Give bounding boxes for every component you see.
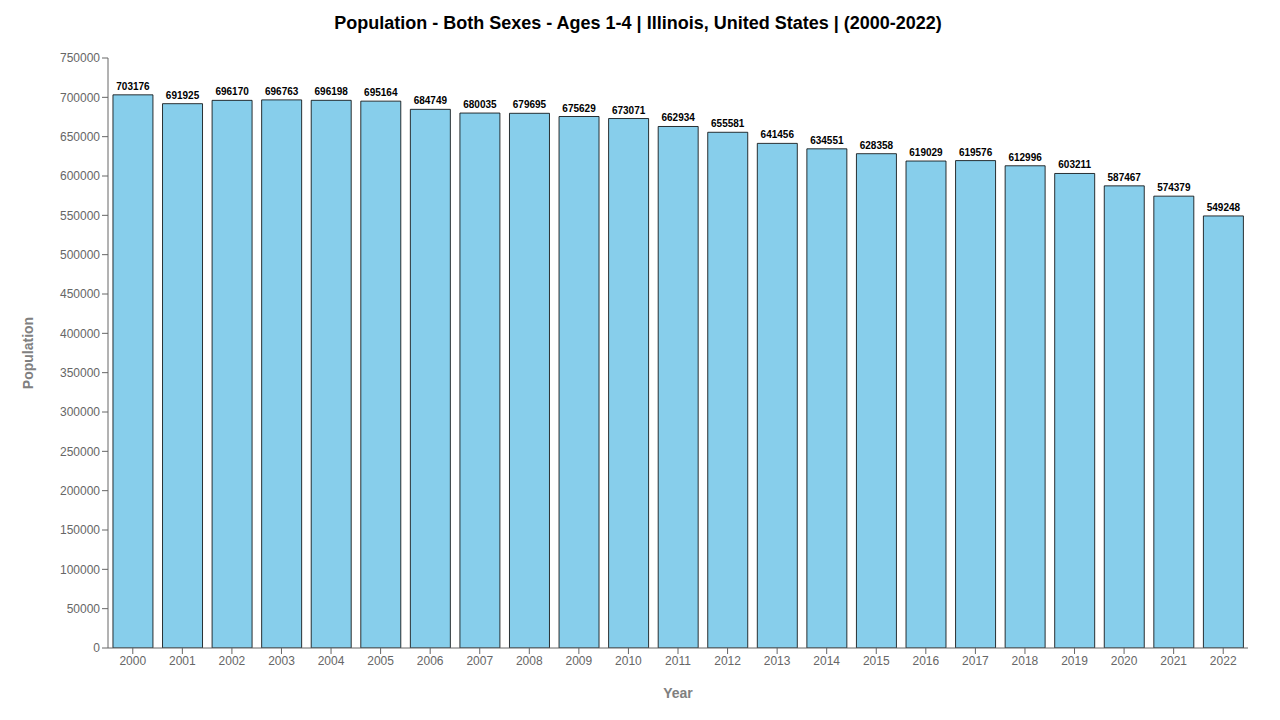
svg-text:574379: 574379 (1157, 182, 1191, 193)
svg-text:634551: 634551 (810, 135, 844, 146)
svg-text:0: 0 (93, 641, 100, 655)
svg-text:2008: 2008 (516, 654, 543, 668)
svg-text:400000: 400000 (60, 327, 100, 341)
svg-text:2005: 2005 (367, 654, 394, 668)
svg-text:2019: 2019 (1061, 654, 1088, 668)
svg-text:2018: 2018 (1012, 654, 1039, 668)
svg-text:696763: 696763 (265, 86, 299, 97)
svg-text:450000: 450000 (60, 287, 100, 301)
svg-text:2011: 2011 (665, 654, 691, 668)
svg-text:50000: 50000 (67, 602, 101, 616)
svg-text:150000: 150000 (60, 523, 100, 537)
svg-text:2017: 2017 (962, 654, 989, 668)
svg-text:673071: 673071 (612, 105, 646, 116)
svg-text:641456: 641456 (761, 129, 795, 140)
svg-text:684749: 684749 (414, 95, 448, 106)
svg-text:2014: 2014 (813, 654, 840, 668)
svg-text:550000: 550000 (60, 209, 100, 223)
svg-text:696198: 696198 (315, 86, 349, 97)
svg-text:655581: 655581 (711, 118, 745, 129)
svg-text:2001: 2001 (169, 654, 196, 668)
svg-text:2002: 2002 (219, 654, 246, 668)
svg-text:2015: 2015 (863, 654, 890, 668)
svg-text:300000: 300000 (60, 405, 100, 419)
svg-text:695164: 695164 (364, 87, 398, 98)
svg-text:549248: 549248 (1207, 202, 1241, 213)
svg-text:350000: 350000 (60, 366, 100, 380)
svg-text:2022: 2022 (1210, 654, 1237, 668)
svg-text:500000: 500000 (60, 248, 100, 262)
html-text:Population - Both Sexes - Ages: Population - Both Sexes - Ages 1-4 | Ill… (334, 13, 942, 33)
svg-text:2012: 2012 (714, 654, 741, 668)
svg-text:612996: 612996 (1008, 152, 1042, 163)
svg-text:2003: 2003 (268, 654, 295, 668)
svg-text:619576: 619576 (959, 147, 993, 158)
svg-text:2004: 2004 (318, 654, 345, 668)
svg-text:628358: 628358 (860, 140, 894, 151)
svg-text:2020: 2020 (1111, 654, 1138, 668)
svg-text:750000: 750000 (60, 51, 100, 65)
svg-text:691925: 691925 (166, 90, 200, 101)
svg-text:2010: 2010 (615, 654, 642, 668)
svg-text:680035: 680035 (463, 99, 497, 110)
svg-text:250000: 250000 (60, 445, 100, 459)
svg-text:2013: 2013 (764, 654, 791, 668)
svg-text:2016: 2016 (912, 654, 939, 668)
svg-text:703176: 703176 (116, 81, 150, 92)
svg-text:2009: 2009 (566, 654, 593, 668)
svg-text:700000: 700000 (60, 91, 100, 105)
svg-text:2007: 2007 (466, 654, 493, 668)
svg-text:675629: 675629 (562, 103, 596, 114)
svg-text:696170: 696170 (215, 86, 249, 97)
svg-text:2021: 2021 (1160, 654, 1187, 668)
svg-text:2006: 2006 (417, 654, 444, 668)
svg-text:679695: 679695 (513, 99, 547, 110)
svg-text:Year: Year (663, 685, 693, 701)
svg-text:100000: 100000 (60, 563, 100, 577)
svg-text:600000: 600000 (60, 169, 100, 183)
svg-text:619029: 619029 (909, 147, 943, 158)
svg-text:2000: 2000 (119, 654, 146, 668)
svg-text:200000: 200000 (60, 484, 100, 498)
svg-text:650000: 650000 (60, 130, 100, 144)
svg-text:603211: 603211 (1058, 159, 1091, 170)
svg-text:Population: Population (20, 317, 36, 389)
svg-text:662934: 662934 (661, 112, 695, 123)
svg-text:587467: 587467 (1108, 172, 1142, 183)
